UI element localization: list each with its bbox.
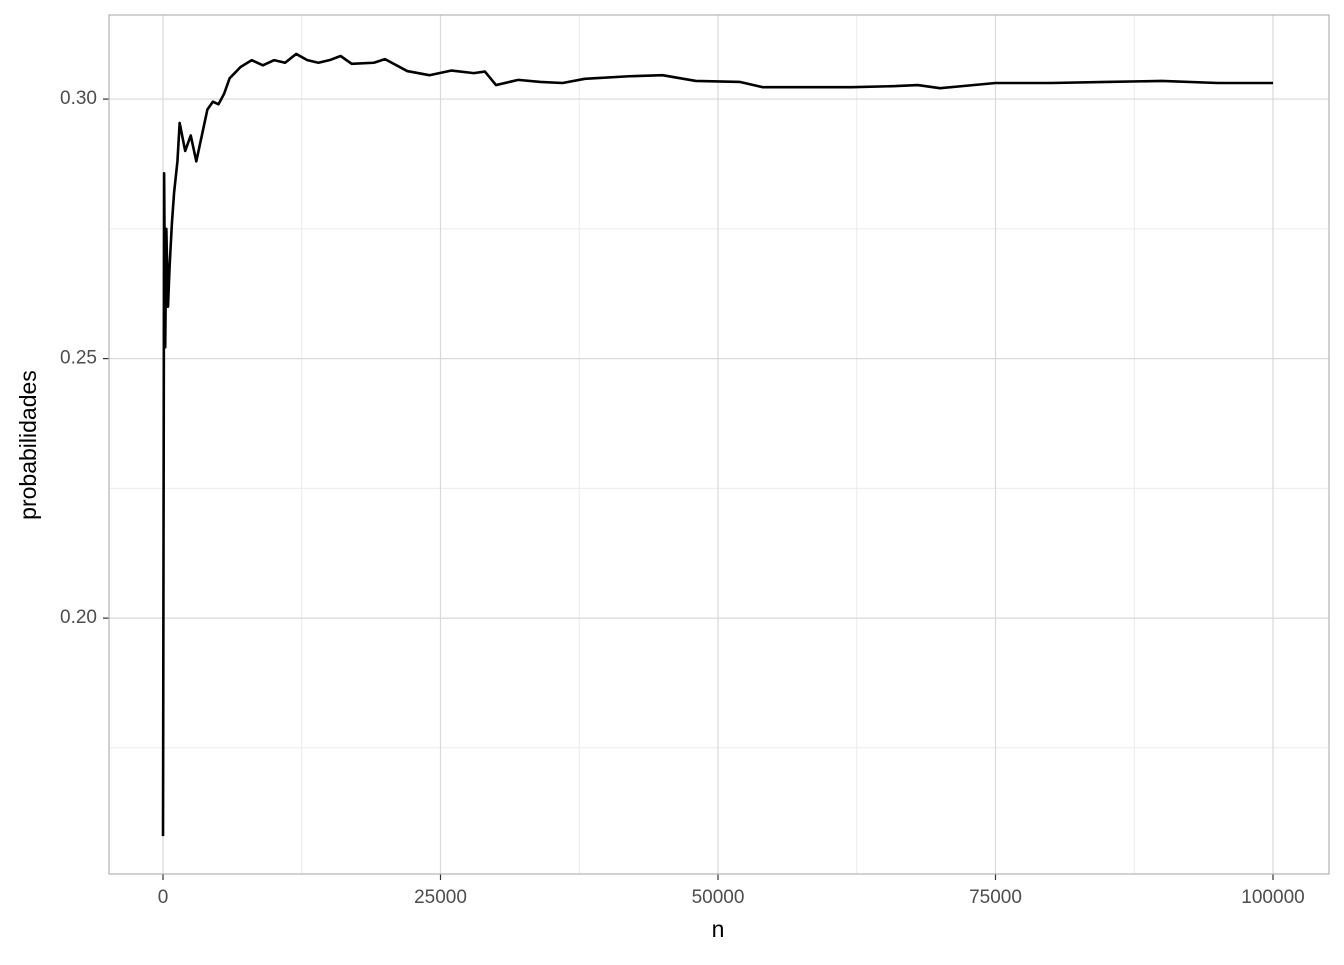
y-tick-label: 0.20 xyxy=(60,607,97,628)
panel-border xyxy=(108,14,1330,875)
y-tick-label: 0.25 xyxy=(60,348,97,369)
x-tick-label: 100000 xyxy=(1241,887,1304,908)
x-tick-label: 75000 xyxy=(969,887,1022,908)
y-tick-label: 0.30 xyxy=(60,88,97,109)
x-tick-label: 25000 xyxy=(414,887,467,908)
y-axis-title: probabilidades xyxy=(15,370,41,520)
data-line xyxy=(161,52,1273,837)
x-axis-title: n xyxy=(712,916,725,942)
x-tick-label: 0 xyxy=(158,887,169,908)
x-tick-label: 50000 xyxy=(692,887,745,908)
